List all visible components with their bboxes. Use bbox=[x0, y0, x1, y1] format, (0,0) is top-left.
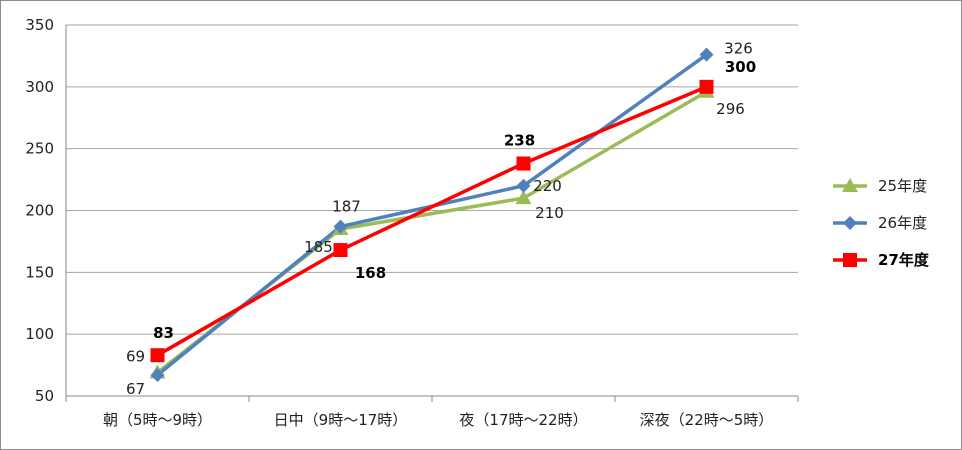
data-point bbox=[333, 219, 348, 234]
y-tick-label: 300 bbox=[25, 78, 54, 96]
data-point bbox=[516, 178, 531, 193]
data-point bbox=[333, 243, 348, 258]
data-label: 69 bbox=[126, 348, 145, 366]
legend-marker bbox=[842, 178, 858, 192]
x-tick-label: 日中（9時～17時） bbox=[274, 411, 408, 429]
legend-label: 25年度 bbox=[878, 177, 927, 195]
y-tick-label: 150 bbox=[25, 263, 54, 281]
series-line-0 bbox=[156, 90, 708, 374]
legend: 25年度 26年度 27年度 bbox=[833, 177, 930, 269]
data-labels: 69 185 210 296 67 187 220 326 83 168 238 300 bbox=[126, 40, 756, 398]
data-point bbox=[515, 190, 532, 205]
y-tick-label: 200 bbox=[25, 202, 54, 220]
axes bbox=[65, 25, 799, 402]
legend-marker bbox=[843, 216, 857, 230]
series-markers bbox=[149, 47, 715, 382]
data-label: 220 bbox=[533, 177, 562, 195]
data-point bbox=[516, 156, 531, 171]
y-tick-labels: 50 100 150 200 250 300 350 bbox=[25, 16, 54, 405]
data-label: 168 bbox=[355, 264, 386, 282]
y-tick-label: 50 bbox=[35, 387, 54, 405]
y-tick-label: 100 bbox=[25, 325, 54, 343]
x-tick-labels: 朝（5時～9時） 日中（9時～17時） 夜（17時～22時） 深夜（22時～5時） bbox=[103, 411, 773, 429]
series-lines bbox=[156, 53, 708, 377]
y-tick-label: 350 bbox=[25, 16, 54, 34]
data-point bbox=[699, 47, 714, 62]
data-label: 238 bbox=[504, 132, 535, 150]
x-tick-label: 夜（17時～22時） bbox=[459, 411, 587, 429]
data-label: 185 bbox=[304, 238, 333, 256]
data-point bbox=[699, 79, 714, 94]
data-label: 187 bbox=[332, 198, 361, 216]
x-tick-label: 朝（5時～9時） bbox=[103, 411, 212, 429]
series-line-2 bbox=[156, 85, 708, 357]
gridlines bbox=[66, 24, 798, 397]
legend-label: 27年度 bbox=[878, 251, 930, 269]
legend-marker bbox=[843, 253, 857, 267]
data-label: 326 bbox=[724, 40, 753, 58]
data-label: 83 bbox=[153, 324, 174, 342]
data-label: 296 bbox=[716, 100, 745, 118]
legend-label: 26年度 bbox=[878, 214, 927, 232]
data-point bbox=[150, 348, 165, 363]
data-label: 300 bbox=[725, 58, 756, 76]
y-tick-label: 250 bbox=[25, 140, 54, 158]
data-label: 210 bbox=[535, 204, 564, 222]
x-tick-label: 深夜（22時～5時） bbox=[640, 411, 774, 429]
data-label: 67 bbox=[126, 380, 145, 398]
data-point bbox=[150, 367, 165, 382]
